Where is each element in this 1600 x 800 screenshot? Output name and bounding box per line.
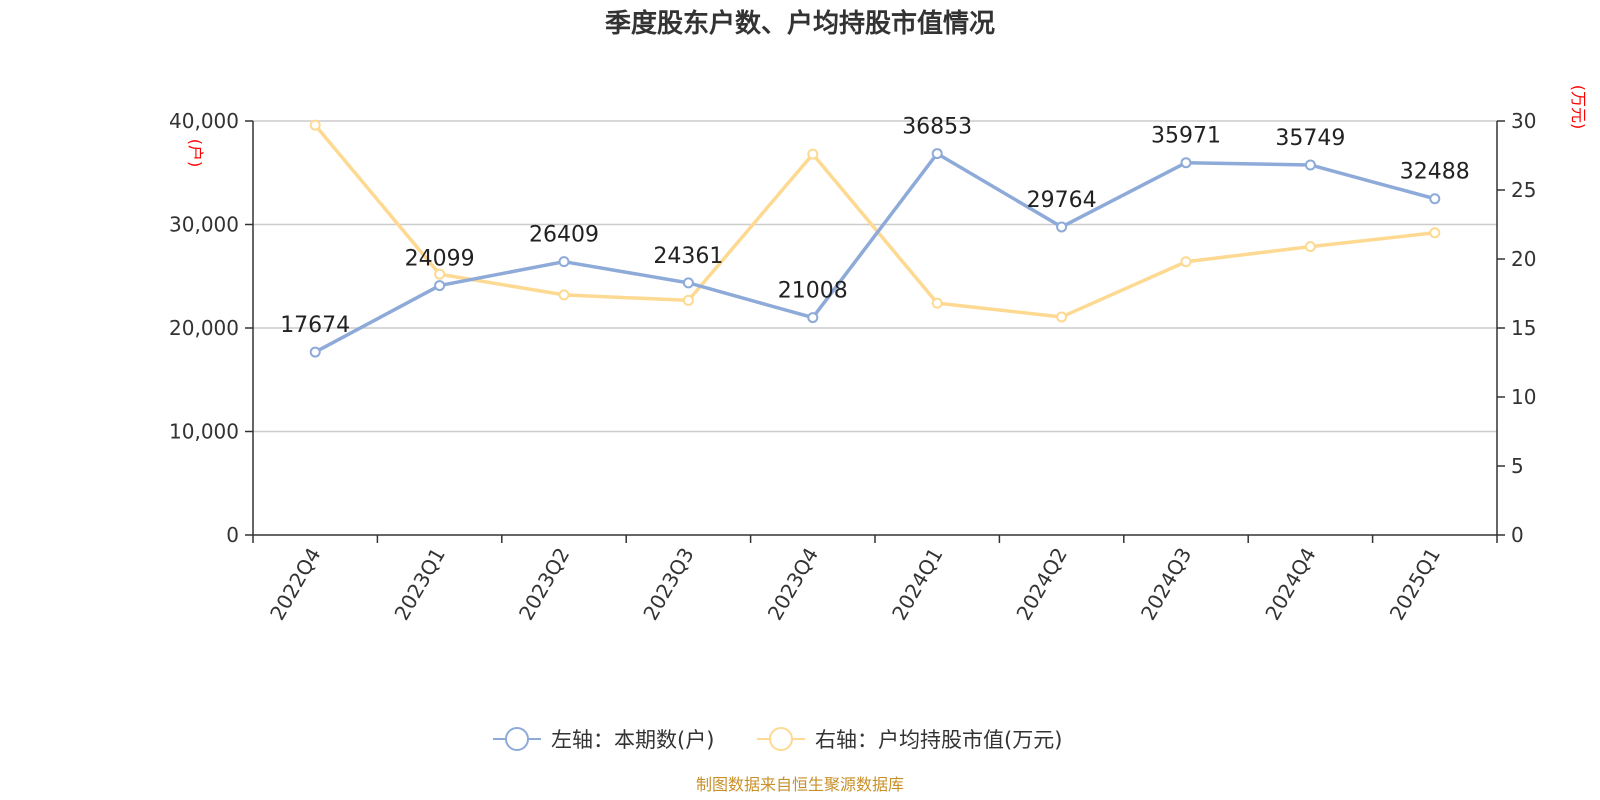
data-label: 24099 (405, 247, 475, 272)
data-point (558, 256, 570, 268)
x-tick-label: 2024Q2 (1011, 544, 1071, 625)
data-point (931, 148, 943, 160)
data-label: 26409 (529, 223, 599, 248)
x-tick-label: 2024Q1 (887, 544, 947, 625)
data-point (1304, 159, 1316, 171)
series-line (313, 124, 1435, 319)
data-point (1056, 311, 1068, 323)
chart-title: 季度股东户数、户均持股市值情况 (605, 8, 995, 39)
data-point (682, 277, 694, 289)
data-point (1056, 221, 1068, 233)
x-tick-label: 2022Q4 (265, 544, 325, 625)
data-label: 36853 (902, 115, 972, 140)
data-label: 17674 (280, 313, 350, 338)
legend-marker (505, 727, 529, 751)
data-point (1429, 193, 1441, 205)
grid-lines (253, 120, 1497, 433)
data-label: 21008 (778, 279, 848, 304)
data-label: 35749 (1275, 126, 1345, 151)
x-tick-label: 2024Q4 (1260, 544, 1320, 625)
right-axis-ticks: 0 5 10 15 20 25 30 (1497, 109, 1536, 547)
data-point (434, 280, 446, 292)
right-tick-label: 30 (1511, 109, 1536, 133)
series-line (314, 151, 1436, 354)
right-tick-label: 25 (1511, 178, 1536, 202)
left-axis-unit: (户) (186, 139, 205, 168)
x-tick-label: 2023Q2 (514, 544, 574, 625)
data-point (931, 297, 943, 309)
left-tick-label: 20,000 (169, 316, 239, 340)
right-tick-label: 15 (1511, 316, 1536, 340)
right-tick-label: 0 (1511, 523, 1524, 547)
x-axis-ticks: 2022Q4 2023Q1 2023Q2 2023Q3 2023Q4 2024Q1 2024… (252, 535, 1498, 625)
data-point (682, 294, 694, 306)
data-label: 32488 (1400, 160, 1470, 185)
data-point (1180, 157, 1192, 169)
series-left: 17674 24099 26409 24361 21008 36853 29764 35971… (280, 115, 1470, 358)
right-tick-label: 5 (1511, 454, 1524, 478)
x-tick-label: 2023Q1 (389, 544, 449, 625)
left-axis-ticks: 0 10,000 20,000 30,000 40,000 (169, 109, 253, 547)
left-tick-label: 10,000 (169, 420, 239, 444)
right-tick-label: 10 (1511, 385, 1536, 409)
data-point (1304, 241, 1316, 253)
series-right (309, 119, 1441, 323)
left-tick-label: 40,000 (169, 109, 239, 133)
x-tick-label: 2023Q3 (638, 544, 698, 625)
legend-item-1: 左轴：本期数(户) (493, 727, 714, 752)
x-tick-label: 2024Q3 (1136, 544, 1196, 625)
legend-item-2: 右轴：户均持股市值(万元) (757, 727, 1062, 752)
series-layer: 17674 24099 26409 24361 21008 36853 29764 35971… (280, 115, 1470, 358)
data-point (309, 119, 321, 131)
data-label: 29764 (1027, 188, 1097, 213)
legend-marker (769, 727, 793, 751)
data-point (807, 312, 819, 324)
data-point (558, 289, 570, 301)
data-point (1180, 256, 1192, 268)
right-tick-label: 20 (1511, 247, 1536, 271)
data-label: 24361 (653, 244, 723, 269)
legend: 左轴：本期数(户) 右轴：户均持股市值(万元) (493, 727, 1062, 752)
data-label: 35971 (1151, 124, 1221, 149)
data-point (807, 148, 819, 160)
left-tick-label: 30,000 (169, 213, 239, 237)
x-tick-label: 2023Q4 (763, 544, 823, 625)
data-point (309, 346, 321, 358)
x-tick-label: 2025Q1 (1385, 544, 1445, 625)
right-axis-unit: (万元) (1569, 85, 1588, 130)
left-tick-label: 0 (226, 523, 239, 547)
data-point (1429, 227, 1441, 239)
legend-label: 右轴：户均持股市值(万元) (815, 728, 1062, 752)
legend-label: 左轴：本期数(户) (551, 728, 714, 752)
source-note: 制图数据来自恒生聚源数据库 (696, 775, 904, 794)
data-point (434, 268, 446, 280)
